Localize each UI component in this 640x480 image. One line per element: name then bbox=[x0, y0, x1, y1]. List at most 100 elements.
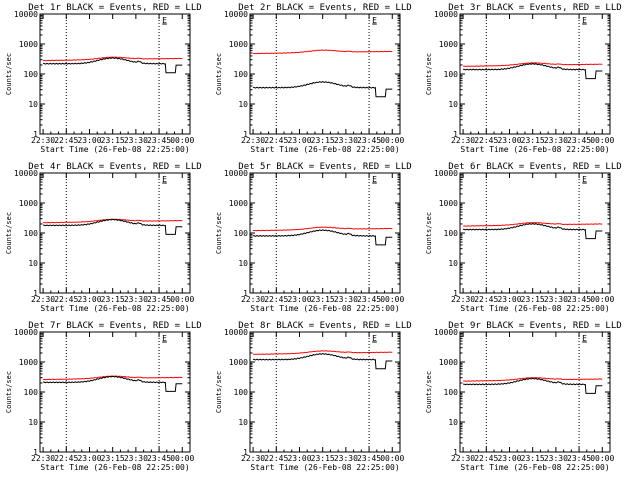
x-tick-label: 23:15 bbox=[101, 136, 125, 145]
y-tick-label: 100 bbox=[234, 70, 249, 79]
series-line-lld bbox=[253, 226, 393, 232]
x-tick-label: 22:45 bbox=[474, 136, 498, 145]
x-tick-label: 23:15 bbox=[521, 295, 545, 304]
y-tick-label: 10000 bbox=[14, 328, 38, 337]
panel-title: Det 9r BLACK = Events, RED = LLD bbox=[448, 321, 621, 331]
plot-frame bbox=[459, 331, 611, 453]
panel-6: Det 6r BLACK = Events, RED = LLD 1 10 100 10… bbox=[425, 162, 622, 313]
x-axis-label: Start Time (26-Feb-08 22:25:00) bbox=[460, 463, 609, 472]
y-tick-label: 1000 bbox=[229, 199, 248, 208]
panel-4: Det 4r BLACK = Events, RED = LLD 1 10 100 10… bbox=[5, 162, 202, 313]
series-line-events bbox=[42, 375, 183, 392]
y-tick-label: 1000 bbox=[439, 40, 458, 49]
x-axis-label: Start Time (26-Feb-08 22:25:00) bbox=[460, 304, 609, 313]
x-tick-label: 23:00 bbox=[287, 454, 311, 463]
x-tick-label: 22:45 bbox=[54, 454, 78, 463]
x-tick-label: 22:30 bbox=[31, 454, 55, 463]
x-tick-label: 22:45 bbox=[54, 136, 78, 145]
x-tick-label: 22:45 bbox=[264, 295, 288, 304]
x-tick-label: 00:00 bbox=[380, 295, 404, 304]
x-tick-label: 22:45 bbox=[264, 454, 288, 463]
series-line-events bbox=[462, 62, 603, 80]
x-tick-label: 22:45 bbox=[474, 454, 498, 463]
x-tick-label: 23:00 bbox=[287, 136, 311, 145]
x-tick-label: 23:00 bbox=[77, 295, 101, 304]
panel-5: Det 5r BLACK = Events, RED = LLD 1 10 100 10… bbox=[215, 162, 412, 313]
x-tick-label: 22:30 bbox=[241, 454, 265, 463]
y-tick-label: 1 bbox=[243, 448, 248, 457]
x-axis-label: Start Time (26-Feb-08 22:25:00) bbox=[250, 304, 399, 313]
y-axis-label: Counts/sec bbox=[5, 212, 13, 254]
panel-title: Det 6r BLACK = Events, RED = LLD bbox=[448, 162, 621, 172]
y-tick-label: 1 bbox=[33, 289, 38, 298]
y-tick-label: 10000 bbox=[224, 169, 248, 178]
y-tick-label: 100 bbox=[234, 388, 249, 397]
y-tick-label: 1000 bbox=[229, 40, 248, 49]
marker-e-label: E bbox=[372, 175, 377, 184]
x-tick-label: 22:30 bbox=[451, 454, 475, 463]
x-tick-label: 00:00 bbox=[170, 136, 194, 145]
x-tick-label: 23:45 bbox=[147, 295, 171, 304]
y-axis-label: Counts/sec bbox=[5, 371, 13, 413]
y-tick-label: 100 bbox=[24, 388, 39, 397]
marker-e-label: E bbox=[162, 16, 167, 25]
plot-frame bbox=[39, 13, 191, 135]
marker-e-label: E bbox=[162, 175, 167, 184]
marker-e-label: E bbox=[372, 334, 377, 343]
x-tick-label: 22:30 bbox=[241, 295, 265, 304]
y-tick-label: 1 bbox=[33, 130, 38, 139]
series-line-lld bbox=[463, 377, 603, 382]
x-tick-label: 00:00 bbox=[590, 454, 614, 463]
y-tick-label: 100 bbox=[444, 70, 459, 79]
x-tick-label: 23:45 bbox=[357, 136, 381, 145]
panel-title: Det 3r BLACK = Events, RED = LLD bbox=[448, 3, 621, 13]
series-line-events bbox=[42, 57, 183, 74]
x-tick-label: 23:45 bbox=[357, 295, 381, 304]
x-tick-label: 23:45 bbox=[357, 454, 381, 463]
y-axis-label: Counts/sec bbox=[425, 212, 433, 254]
panel-title: Det 5r BLACK = Events, RED = LLD bbox=[238, 162, 411, 172]
y-tick-label: 10 bbox=[448, 418, 458, 427]
x-tick-label: 23:45 bbox=[567, 136, 591, 145]
marker-e-label: E bbox=[582, 16, 587, 25]
series-line-events bbox=[462, 377, 603, 394]
panel-title: Det 1r BLACK = Events, RED = LLD bbox=[28, 3, 201, 13]
panel-2: Det 2r BLACK = Events, RED = LLD 1 10 100 10… bbox=[215, 3, 412, 154]
y-tick-label: 10 bbox=[238, 418, 248, 427]
y-tick-label: 10000 bbox=[14, 169, 38, 178]
x-tick-label: 23:45 bbox=[147, 136, 171, 145]
series-line-events bbox=[252, 81, 393, 98]
marker-e-label: E bbox=[372, 16, 377, 25]
marker-e-label: E bbox=[162, 334, 167, 343]
panel-title: Det 4r BLACK = Events, RED = LLD bbox=[28, 162, 201, 172]
x-tick-label: 23:15 bbox=[521, 454, 545, 463]
plot-frame bbox=[459, 172, 611, 294]
panel-7: Det 7r BLACK = Events, RED = LLD 1 10 100 10… bbox=[5, 321, 202, 472]
x-tick-label: 23:15 bbox=[101, 295, 125, 304]
x-tick-label: 23:00 bbox=[497, 454, 521, 463]
y-tick-label: 1 bbox=[453, 448, 458, 457]
y-tick-label: 1000 bbox=[19, 358, 38, 367]
y-axis-label: Counts/sec bbox=[215, 53, 223, 95]
y-axis-label: Counts/sec bbox=[215, 212, 223, 254]
x-tick-label: 22:30 bbox=[451, 136, 475, 145]
y-tick-label: 1000 bbox=[19, 40, 38, 49]
x-tick-label: 23:00 bbox=[77, 136, 101, 145]
plot-frame bbox=[249, 331, 401, 453]
y-tick-label: 10000 bbox=[224, 328, 248, 337]
x-tick-label: 23:00 bbox=[77, 454, 101, 463]
y-tick-label: 10 bbox=[238, 259, 248, 268]
y-axis-label: Counts/sec bbox=[425, 53, 433, 95]
x-tick-label: 23:15 bbox=[311, 454, 335, 463]
x-tick-label: 22:30 bbox=[241, 136, 265, 145]
y-tick-label: 10000 bbox=[434, 10, 458, 19]
x-tick-label: 00:00 bbox=[170, 295, 194, 304]
y-tick-label: 10000 bbox=[434, 328, 458, 337]
y-tick-label: 10000 bbox=[14, 10, 38, 19]
x-axis-label: Start Time (26-Feb-08 22:25:00) bbox=[250, 463, 399, 472]
series-line-lld bbox=[253, 350, 393, 355]
y-tick-label: 10 bbox=[448, 259, 458, 268]
x-tick-label: 23:00 bbox=[287, 295, 311, 304]
panel-9: Det 9r BLACK = Events, RED = LLD 1 10 100 10… bbox=[425, 321, 622, 472]
